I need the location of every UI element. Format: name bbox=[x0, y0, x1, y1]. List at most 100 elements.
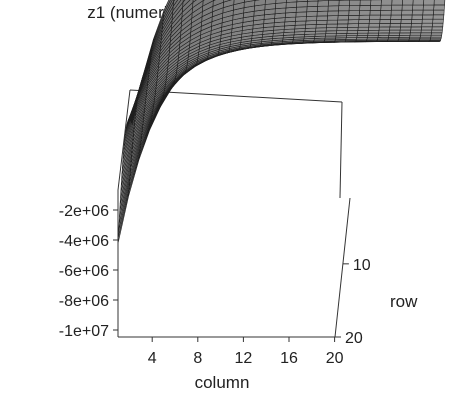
surface-patch bbox=[368, 23, 381, 28]
surface-patch bbox=[378, 23, 391, 28]
z-tick-label: -4e+06 bbox=[59, 233, 109, 250]
surface-patch bbox=[182, 0, 186, 3]
surface-patch bbox=[431, 22, 444, 28]
x-axis-label: column bbox=[195, 373, 250, 392]
surface-patch bbox=[357, 23, 370, 28]
surface-patch bbox=[349, 0, 361, 6]
surface-patch bbox=[410, 26, 422, 31]
surface-patch bbox=[420, 32, 432, 36]
x-tick-label: 8 bbox=[193, 350, 202, 367]
z-tick-label: -8e+06 bbox=[59, 293, 109, 310]
surface-patch bbox=[325, 27, 338, 32]
surface-patch bbox=[388, 32, 401, 36]
surface-patch bbox=[305, 15, 318, 22]
surface-patch bbox=[131, 76, 144, 125]
x-axis: 4 8 12 16 20 bbox=[148, 337, 344, 367]
surface-patch bbox=[399, 29, 412, 34]
surface-patch bbox=[316, 5, 329, 12]
plot-box-front bbox=[117, 190, 351, 338]
y-tick-label: 10 bbox=[353, 257, 371, 274]
surface-patch bbox=[347, 14, 360, 21]
surface-patch bbox=[369, 14, 381, 20]
z-tick-label: -6e+06 bbox=[59, 263, 109, 280]
x-tick-label: 16 bbox=[280, 350, 298, 367]
surface-patch bbox=[378, 29, 390, 34]
surface-patch bbox=[326, 19, 339, 25]
surface-patch bbox=[379, 19, 391, 24]
surface-patch bbox=[212, 0, 216, 2]
surface-patch bbox=[317, 0, 329, 2]
z-axis: -2e+06 -4e+06 -6e+06 -8e+06 -1e+07 bbox=[59, 203, 118, 340]
surface-patch bbox=[411, 18, 423, 24]
surface-patch bbox=[421, 18, 434, 24]
surface-patch bbox=[390, 14, 402, 20]
surface-patch bbox=[347, 23, 359, 28]
surface-patch bbox=[294, 20, 307, 26]
surface-patch bbox=[412, 4, 424, 11]
surface-patch bbox=[390, 4, 403, 11]
surface-patch bbox=[420, 26, 433, 31]
surface-patch bbox=[296, 0, 308, 3]
surface-patch bbox=[368, 26, 380, 31]
surface-patch bbox=[358, 10, 371, 16]
y-tick-label: 20 bbox=[345, 330, 363, 347]
surface-patch bbox=[306, 11, 318, 17]
surface-patch bbox=[368, 19, 381, 24]
surface-patch bbox=[410, 22, 423, 28]
surface-patch bbox=[400, 14, 413, 20]
surface-patch bbox=[367, 29, 380, 34]
surface-patch bbox=[306, 0, 319, 8]
surface-patch bbox=[346, 30, 359, 34]
surface-patch bbox=[336, 26, 348, 32]
surface-patch bbox=[285, 0, 298, 3]
surface-patch bbox=[336, 23, 349, 28]
surface-patch bbox=[400, 22, 412, 28]
surface-patch bbox=[337, 10, 350, 16]
surface-mesh bbox=[117, 0, 446, 244]
surface-patch bbox=[328, 0, 340, 1]
surface-patch bbox=[223, 0, 232, 3]
surface-patch bbox=[378, 26, 391, 31]
surface-patch bbox=[357, 26, 370, 31]
surface-patch bbox=[432, 18, 444, 24]
surface-patch bbox=[430, 32, 443, 36]
surface-patch bbox=[431, 29, 443, 34]
surface-patch bbox=[401, 9, 413, 16]
surface-patch bbox=[399, 26, 412, 31]
surface-patch bbox=[433, 4, 445, 11]
surface-patch bbox=[306, 5, 318, 13]
surface-patch bbox=[380, 4, 393, 11]
x-tick-label: 4 bbox=[148, 350, 157, 367]
surface-patch bbox=[348, 5, 361, 12]
surface-patch bbox=[369, 4, 382, 11]
surface-patch bbox=[432, 9, 445, 16]
surface-patch bbox=[358, 14, 371, 20]
surface-patch bbox=[420, 29, 433, 34]
surface-patch bbox=[296, 0, 308, 8]
surface-patch bbox=[346, 26, 359, 31]
surface-patch bbox=[307, 0, 319, 2]
surface-patch bbox=[338, 5, 350, 12]
surface-patch bbox=[412, 0, 425, 6]
surface-patch bbox=[388, 29, 401, 34]
surface-patch bbox=[423, 0, 435, 6]
x-tick-label: 12 bbox=[235, 350, 253, 367]
surface-patch bbox=[326, 23, 338, 29]
surface-patch bbox=[337, 15, 350, 21]
surface-patch bbox=[400, 18, 413, 24]
surface-patch bbox=[327, 5, 340, 12]
surface-patch bbox=[359, 0, 372, 6]
surface-patch bbox=[401, 4, 414, 11]
surface-patch bbox=[337, 19, 349, 25]
surface-patch bbox=[317, 0, 329, 7]
surface-patch bbox=[327, 10, 339, 17]
surface-patch bbox=[369, 9, 382, 16]
surface-patch bbox=[409, 29, 422, 34]
surface-patch bbox=[243, 0, 256, 3]
surface-patch bbox=[433, 0, 446, 6]
surface-patch bbox=[316, 15, 328, 21]
surface-patch bbox=[295, 11, 308, 18]
surface-patch bbox=[338, 0, 351, 7]
surface-patch bbox=[264, 0, 277, 5]
